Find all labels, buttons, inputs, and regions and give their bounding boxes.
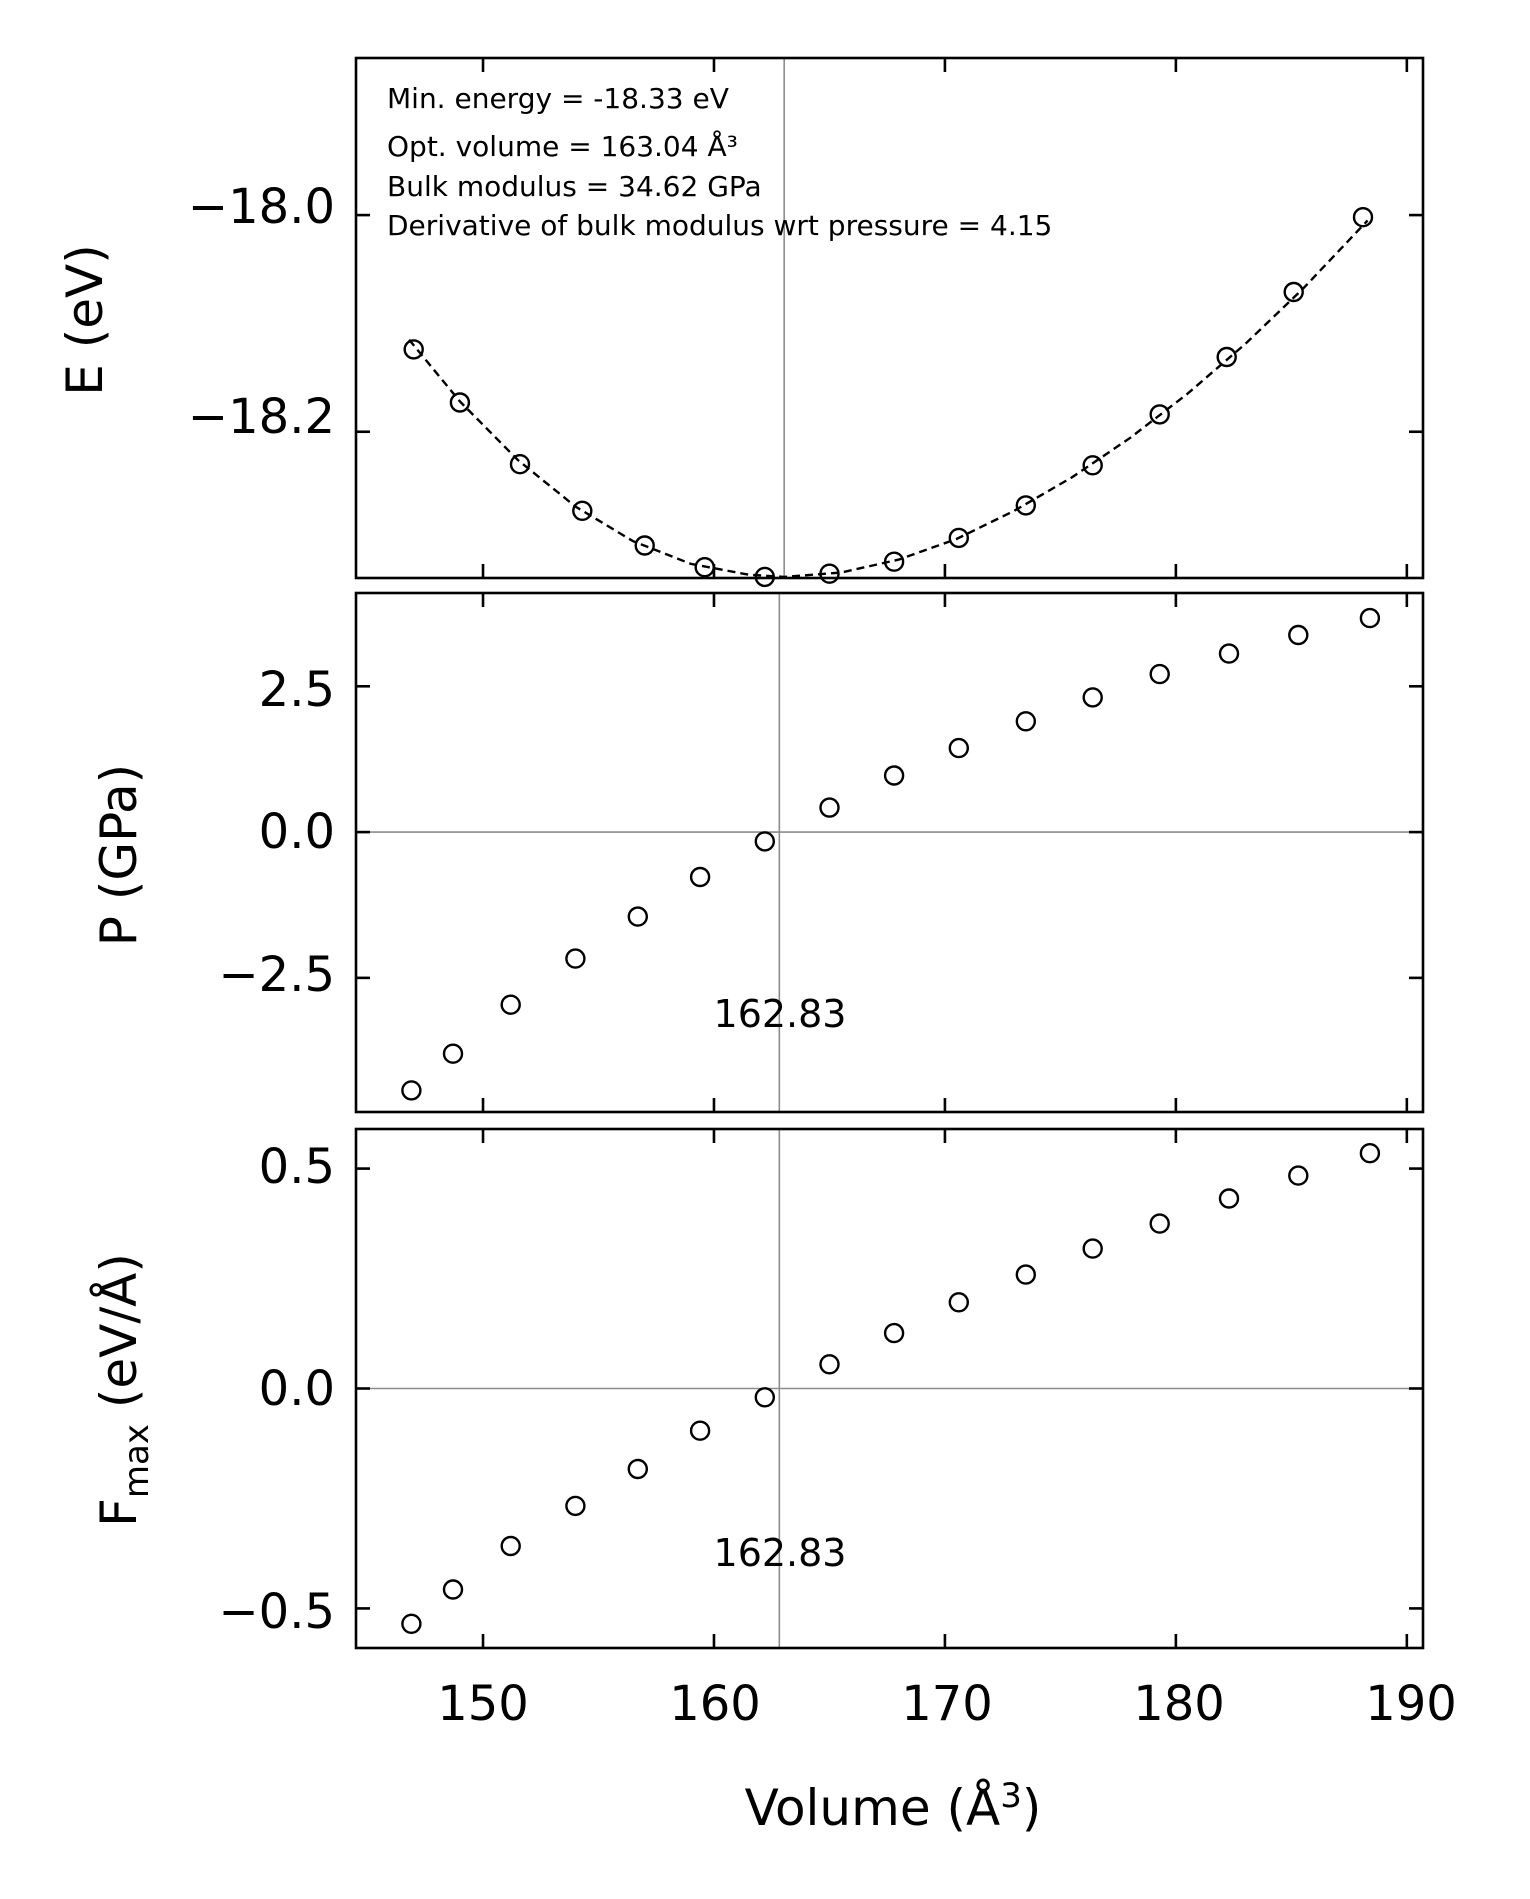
force-data-points	[401, 1142, 1381, 1635]
force-ticks	[356, 1129, 1423, 1648]
xtick-label: 150	[437, 1676, 529, 1732]
force-point	[883, 1322, 905, 1344]
energy-point	[883, 551, 905, 572]
pressure-point	[1288, 624, 1309, 646]
pressure-ytick-label: 2.5	[259, 662, 335, 718]
annotation-opt-volume: Opt. volume = 163.04 Å³	[387, 129, 738, 163]
force-ylabel: Fmax (eV/Å)	[90, 1253, 157, 1527]
xlabel: Volume (Å3)	[745, 1776, 1042, 1837]
force-point	[1218, 1188, 1240, 1209]
pressure-point	[1359, 607, 1381, 629]
xtick-label: 160	[669, 1676, 761, 1732]
energy-point	[948, 527, 969, 549]
pressure-point	[442, 1043, 464, 1064]
energy-ticks	[356, 58, 1423, 578]
pressure-point	[565, 948, 586, 969]
pressure-point	[1082, 687, 1103, 708]
pressure-point	[1218, 643, 1240, 664]
force-point	[500, 1535, 521, 1557]
energy-ylabel: E (eV)	[56, 244, 114, 395]
pressure-panel: 162.83 2.5 0.0 −2.5 P (GPa)	[90, 591, 1425, 1114]
energy-point	[1352, 206, 1374, 228]
energy-point	[1283, 281, 1304, 303]
force-axes-frame	[354, 1127, 1425, 1650]
energy-point	[1149, 404, 1170, 425]
force-crossing-label: 162.83	[714, 1531, 847, 1575]
annotation-bulk-modulus: Bulk modulus = 34.62 GPa	[387, 170, 762, 203]
force-point	[442, 1579, 464, 1600]
pressure-ylabel: P (GPa)	[90, 764, 148, 946]
pressure-point	[754, 831, 775, 852]
pressure-point	[500, 994, 521, 1015]
pressure-crossing-label: 162.83	[714, 992, 847, 1036]
energy-ytick-label: −18.2	[188, 389, 335, 445]
force-point	[1149, 1213, 1170, 1234]
energy-axes-frame	[354, 56, 1425, 580]
eos-fit-curve	[408, 219, 1369, 579]
xtick-label: 180	[1133, 1676, 1225, 1732]
energy-point	[572, 500, 593, 521]
xtick-label: 170	[901, 1676, 993, 1732]
energy-point	[1082, 455, 1103, 476]
pressure-point	[627, 906, 648, 927]
pressure-point	[1015, 711, 1037, 732]
energy-point	[819, 563, 840, 584]
pressure-ticks	[356, 593, 1423, 1112]
force-point	[627, 1458, 648, 1480]
pressure-point	[1149, 663, 1170, 685]
energy-panel: Min. energy = -18.33 eV Opt. volume = 16…	[56, 56, 1425, 588]
pressure-point	[819, 797, 840, 818]
force-ytick-label: 0.5	[259, 1139, 335, 1195]
force-point	[1015, 1264, 1037, 1285]
force-point	[565, 1495, 586, 1517]
pressure-data-points	[401, 607, 1381, 1101]
force-point	[401, 1613, 422, 1635]
annotation-bulk-modulus-derivative: Derivative of bulk modulus wrt pressure …	[387, 209, 1052, 242]
pressure-axes-frame	[354, 591, 1425, 1114]
energy-point	[634, 535, 655, 556]
force-ytick-label: −0.5	[218, 1584, 335, 1640]
xtick-label: 190	[1365, 1676, 1457, 1732]
pressure-point	[689, 866, 711, 888]
force-point	[754, 1387, 775, 1408]
force-point	[948, 1292, 969, 1313]
annotation-min-energy: Min. energy = -18.33 eV	[387, 82, 729, 115]
pressure-point	[883, 765, 905, 786]
force-ytick-label: 0.0	[259, 1361, 335, 1417]
energy-ytick-label: −18.0	[188, 179, 335, 235]
pressure-point	[401, 1080, 422, 1101]
force-point	[1359, 1142, 1381, 1164]
energy-data-points	[403, 206, 1374, 588]
force-point	[819, 1354, 840, 1375]
energy-point	[1216, 346, 1237, 368]
force-point	[1082, 1238, 1103, 1259]
energy-point	[449, 392, 471, 413]
force-panel: 162.83 0.5 0.0 −0.5 Fmax (eV/Å) 150 160 …	[90, 1127, 1457, 1837]
energy-point	[1015, 495, 1037, 516]
force-point	[1288, 1165, 1309, 1186]
pressure-ytick-label: 0.0	[259, 804, 335, 860]
force-point	[689, 1420, 711, 1441]
pressure-ytick-label: −2.5	[218, 947, 335, 1003]
pressure-point	[948, 737, 969, 759]
energy-point	[509, 454, 531, 475]
energy-point	[403, 339, 424, 360]
